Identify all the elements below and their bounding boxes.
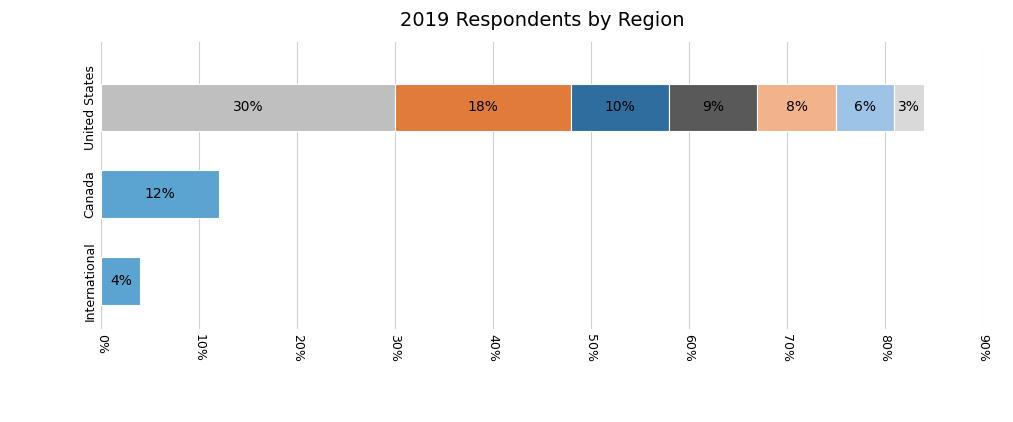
Text: 30%: 30% <box>233 100 263 114</box>
Text: 9%: 9% <box>702 100 724 114</box>
Title: 2019 Respondents by Region: 2019 Respondents by Region <box>400 11 684 30</box>
Text: 4%: 4% <box>110 274 132 288</box>
Text: 8%: 8% <box>785 100 807 114</box>
Bar <box>101 84 395 131</box>
Text: 12%: 12% <box>145 187 175 201</box>
Bar <box>101 257 141 305</box>
Text: 10%: 10% <box>605 100 636 114</box>
Bar <box>101 170 219 218</box>
Bar <box>670 84 758 131</box>
Legend: Total, Midwest, Eastern, Northeast, Southeast, Southwest, Southern, Northwest: Total, Midwest, Eastern, Northeast, Sout… <box>207 420 877 422</box>
Text: 3%: 3% <box>899 100 920 114</box>
Bar <box>894 84 924 131</box>
Bar <box>395 84 571 131</box>
Bar <box>836 84 894 131</box>
Text: 6%: 6% <box>854 100 876 114</box>
Bar <box>758 84 836 131</box>
Bar <box>571 84 670 131</box>
Text: 18%: 18% <box>468 100 498 114</box>
